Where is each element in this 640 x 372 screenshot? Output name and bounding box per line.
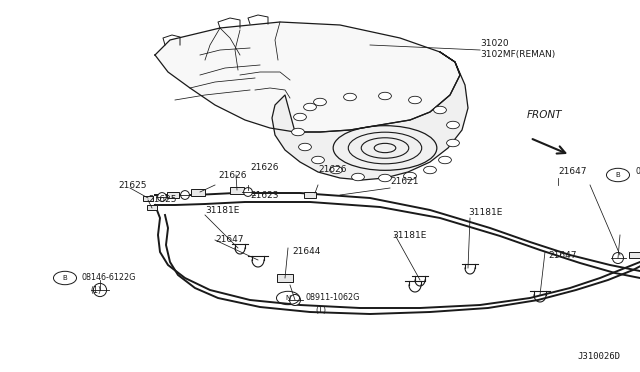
Ellipse shape bbox=[289, 295, 301, 305]
Bar bbox=[230, 186, 244, 193]
Text: B: B bbox=[63, 275, 67, 281]
Bar bbox=[147, 205, 157, 211]
Text: 31181E: 31181E bbox=[205, 205, 239, 215]
Text: FRONT: FRONT bbox=[527, 110, 563, 119]
Ellipse shape bbox=[244, 187, 252, 196]
Circle shape bbox=[294, 113, 307, 121]
Text: N: N bbox=[285, 295, 291, 301]
Ellipse shape bbox=[612, 253, 623, 263]
Bar bbox=[277, 274, 293, 282]
Text: 21621: 21621 bbox=[390, 177, 419, 186]
Circle shape bbox=[434, 106, 447, 114]
Circle shape bbox=[379, 174, 392, 182]
Ellipse shape bbox=[180, 190, 189, 199]
Text: 21625: 21625 bbox=[148, 196, 177, 205]
Text: 08146-6122G: 08146-6122G bbox=[635, 167, 640, 176]
Text: 31181E: 31181E bbox=[392, 231, 426, 240]
Circle shape bbox=[303, 103, 316, 111]
Polygon shape bbox=[272, 52, 468, 180]
Circle shape bbox=[408, 96, 421, 104]
Polygon shape bbox=[155, 22, 460, 132]
Text: 21626: 21626 bbox=[250, 163, 278, 171]
Text: B: B bbox=[616, 172, 620, 178]
Text: 21647: 21647 bbox=[215, 235, 243, 244]
Circle shape bbox=[314, 98, 326, 106]
Bar bbox=[191, 189, 205, 196]
Circle shape bbox=[424, 166, 436, 174]
Circle shape bbox=[379, 92, 392, 100]
Text: 3102MF(REMAN): 3102MF(REMAN) bbox=[480, 51, 556, 60]
Text: 31181E: 31181E bbox=[468, 208, 502, 217]
Circle shape bbox=[292, 128, 305, 136]
Bar bbox=[629, 252, 640, 258]
Text: 21625: 21625 bbox=[118, 180, 147, 189]
Text: 21623: 21623 bbox=[250, 190, 278, 199]
Text: (1): (1) bbox=[90, 285, 101, 295]
Text: J310026D: J310026D bbox=[578, 352, 621, 361]
Text: 21647: 21647 bbox=[558, 167, 586, 176]
Text: 21647: 21647 bbox=[548, 250, 577, 260]
Circle shape bbox=[404, 172, 417, 180]
Circle shape bbox=[299, 143, 312, 151]
Circle shape bbox=[351, 173, 364, 181]
Ellipse shape bbox=[157, 193, 166, 201]
Text: (1): (1) bbox=[315, 305, 326, 314]
Circle shape bbox=[312, 156, 324, 164]
Text: 21644: 21644 bbox=[292, 247, 321, 257]
Text: 21626: 21626 bbox=[218, 170, 246, 180]
Bar bbox=[304, 192, 316, 198]
Text: 21626: 21626 bbox=[318, 166, 346, 174]
Circle shape bbox=[447, 121, 460, 129]
Text: 08911-1062G: 08911-1062G bbox=[305, 294, 360, 302]
Bar bbox=[143, 196, 153, 201]
Ellipse shape bbox=[93, 283, 107, 296]
Circle shape bbox=[330, 166, 342, 174]
Text: 08146-6122G: 08146-6122G bbox=[82, 273, 136, 282]
Circle shape bbox=[438, 156, 451, 164]
Text: 31020: 31020 bbox=[480, 39, 509, 48]
Circle shape bbox=[447, 139, 460, 147]
Bar bbox=[167, 192, 179, 198]
Circle shape bbox=[344, 93, 356, 101]
